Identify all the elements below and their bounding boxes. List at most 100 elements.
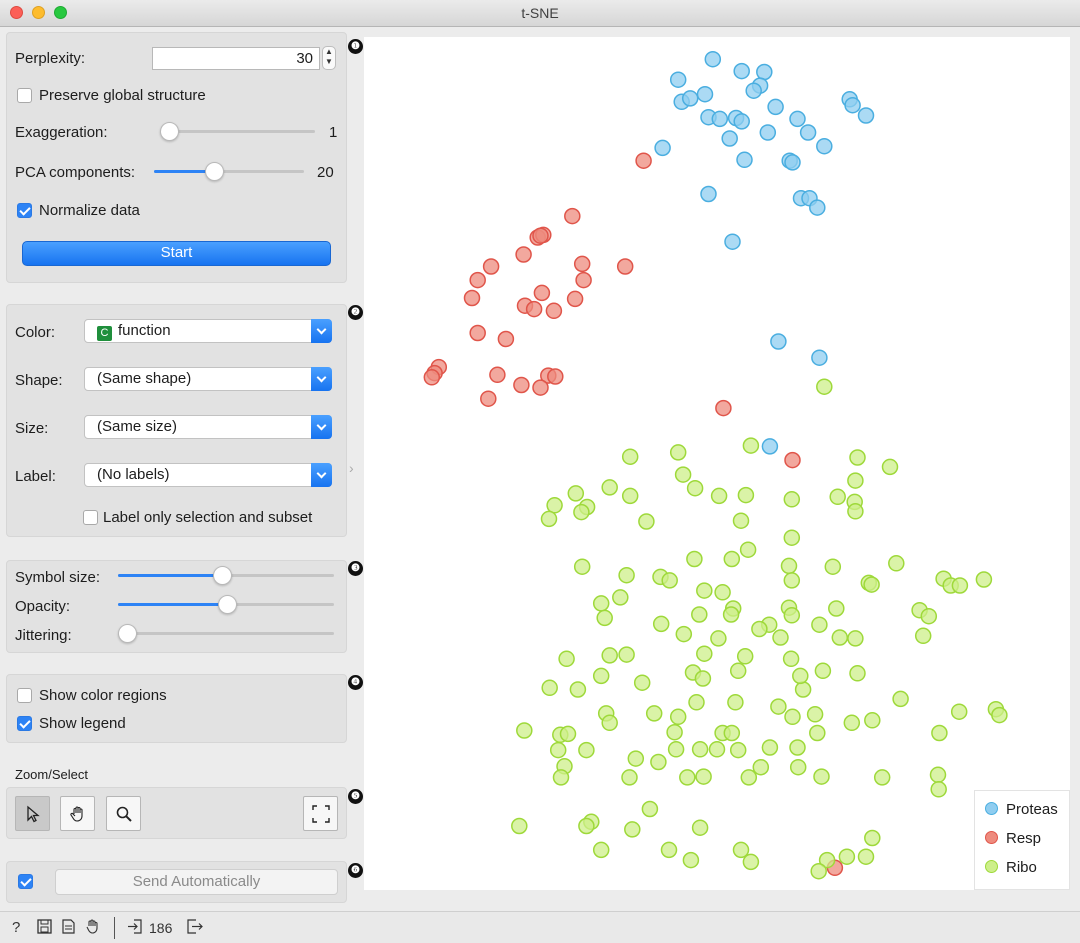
data-point-ribo[interactable] — [929, 766, 947, 784]
data-point-ribo[interactable] — [732, 841, 750, 859]
select-tool-button[interactable] — [15, 796, 50, 831]
data-point-proteas[interactable] — [799, 124, 817, 141]
data-point-ribo[interactable] — [541, 679, 558, 697]
data-point-ribo[interactable] — [612, 589, 629, 606]
data-point-ribo[interactable] — [857, 848, 875, 865]
data-point-ribo[interactable] — [828, 600, 845, 617]
data-point-resp[interactable] — [515, 246, 532, 263]
data-point-ribo[interactable] — [831, 629, 849, 646]
data-point-proteas[interactable] — [767, 98, 784, 116]
label-combo[interactable]: (No labels) — [84, 463, 332, 487]
data-point-ribo[interactable] — [669, 444, 687, 461]
data-point-proteas[interactable] — [733, 62, 750, 80]
data-point-ribo[interactable] — [708, 741, 726, 758]
data-point-ribo[interactable] — [736, 648, 754, 665]
data-point-proteas[interactable] — [711, 110, 729, 128]
data-point-ribo[interactable] — [849, 665, 866, 682]
data-point-ribo[interactable] — [892, 690, 909, 708]
data-point-ribo[interactable] — [559, 725, 577, 743]
data-point-resp[interactable] — [497, 330, 515, 348]
data-point-ribo[interactable] — [847, 472, 864, 489]
data-point-ribo[interactable] — [816, 378, 833, 395]
data-point-ribo[interactable] — [782, 650, 800, 668]
data-point-ribo[interactable] — [558, 650, 575, 668]
data-point-ribo[interactable] — [838, 848, 856, 865]
data-point-proteas[interactable] — [669, 71, 687, 88]
data-point-proteas[interactable] — [759, 124, 777, 141]
data-point-ribo[interactable] — [742, 437, 760, 454]
data-point-ribo[interactable] — [751, 620, 768, 638]
data-point-proteas[interactable] — [809, 199, 826, 216]
data-point-ribo[interactable] — [847, 503, 864, 520]
show-color-regions-checkbox[interactable] — [17, 688, 32, 703]
data-point-proteas[interactable] — [745, 82, 762, 99]
data-point-proteas[interactable] — [736, 151, 753, 169]
data-point-ribo[interactable] — [864, 829, 881, 847]
scatter-plot[interactable] — [364, 37, 1070, 890]
data-point-proteas[interactable] — [770, 333, 787, 350]
start-button[interactable]: Start — [22, 241, 331, 266]
exaggeration-slider[interactable] — [160, 122, 315, 141]
hand-icon[interactable] — [86, 919, 100, 938]
data-point-resp[interactable] — [533, 284, 551, 302]
data-point-ribo[interactable] — [792, 667, 809, 685]
data-point-ribo[interactable] — [729, 741, 747, 759]
data-point-resp[interactable] — [784, 451, 801, 469]
data-point-resp[interactable] — [482, 258, 500, 275]
data-point-ribo[interactable] — [752, 758, 770, 776]
data-point-ribo[interactable] — [794, 681, 812, 698]
data-point-ribo[interactable] — [729, 662, 747, 680]
data-point-resp[interactable] — [463, 289, 481, 307]
data-point-ribo[interactable] — [694, 670, 712, 687]
data-point-ribo[interactable] — [633, 674, 651, 691]
data-point-ribo[interactable] — [686, 479, 704, 497]
normalize-data-checkbox[interactable] — [17, 203, 32, 218]
data-point-ribo[interactable] — [930, 781, 947, 798]
data-point-proteas[interactable] — [756, 63, 773, 81]
data-point-ribo[interactable] — [742, 853, 760, 871]
data-point-ribo[interactable] — [645, 705, 663, 722]
zoom-window-button[interactable] — [54, 6, 67, 19]
data-point-ribo[interactable] — [660, 841, 678, 859]
data-point-ribo[interactable] — [770, 698, 787, 715]
report-icon[interactable] — [62, 919, 75, 938]
data-point-ribo[interactable] — [847, 630, 864, 647]
data-point-ribo[interactable] — [951, 577, 969, 594]
data-point-ribo[interactable] — [813, 768, 830, 785]
data-point-ribo[interactable] — [873, 769, 891, 786]
reset-zoom-button[interactable] — [303, 796, 338, 831]
data-point-ribo[interactable] — [814, 662, 832, 680]
data-point-resp[interactable] — [547, 368, 564, 385]
data-point-resp[interactable] — [513, 376, 530, 394]
data-point-ribo[interactable] — [783, 491, 801, 508]
data-point-ribo[interactable] — [863, 576, 880, 593]
data-point-ribo[interactable] — [843, 714, 861, 732]
data-point-ribo[interactable] — [627, 750, 645, 767]
data-point-ribo[interactable] — [667, 741, 685, 758]
data-point-ribo[interactable] — [739, 541, 757, 558]
data-point-ribo[interactable] — [783, 572, 801, 589]
data-point-ribo[interactable] — [573, 503, 590, 521]
data-point-ribo[interactable] — [540, 510, 558, 528]
data-point-resp[interactable] — [573, 255, 591, 273]
data-point-ribo[interactable] — [696, 582, 713, 599]
data-point-ribo[interactable] — [624, 821, 641, 838]
data-point-ribo[interactable] — [641, 800, 659, 818]
data-point-ribo[interactable] — [592, 841, 610, 859]
data-point-ribo[interactable] — [810, 862, 827, 880]
preserve-global-checkbox[interactable] — [17, 88, 32, 103]
shape-combo[interactable]: (Same shape) — [84, 367, 332, 391]
chevron-right-icon[interactable]: › — [349, 460, 354, 476]
data-point-ribo[interactable] — [789, 739, 806, 756]
scatter-plot-area[interactable]: Proteas Resp Ribo — [364, 37, 1070, 890]
data-point-ribo[interactable] — [824, 558, 842, 575]
data-point-ribo[interactable] — [661, 572, 678, 589]
send-automatically-button[interactable]: Send Automatically — [55, 869, 338, 895]
data-point-ribo[interactable] — [723, 724, 741, 742]
data-point-ribo[interactable] — [691, 606, 708, 623]
data-point-resp[interactable] — [532, 227, 549, 244]
data-point-ribo[interactable] — [914, 627, 932, 645]
label-only-selection-checkbox[interactable] — [83, 510, 98, 525]
data-point-ribo[interactable] — [601, 479, 618, 496]
